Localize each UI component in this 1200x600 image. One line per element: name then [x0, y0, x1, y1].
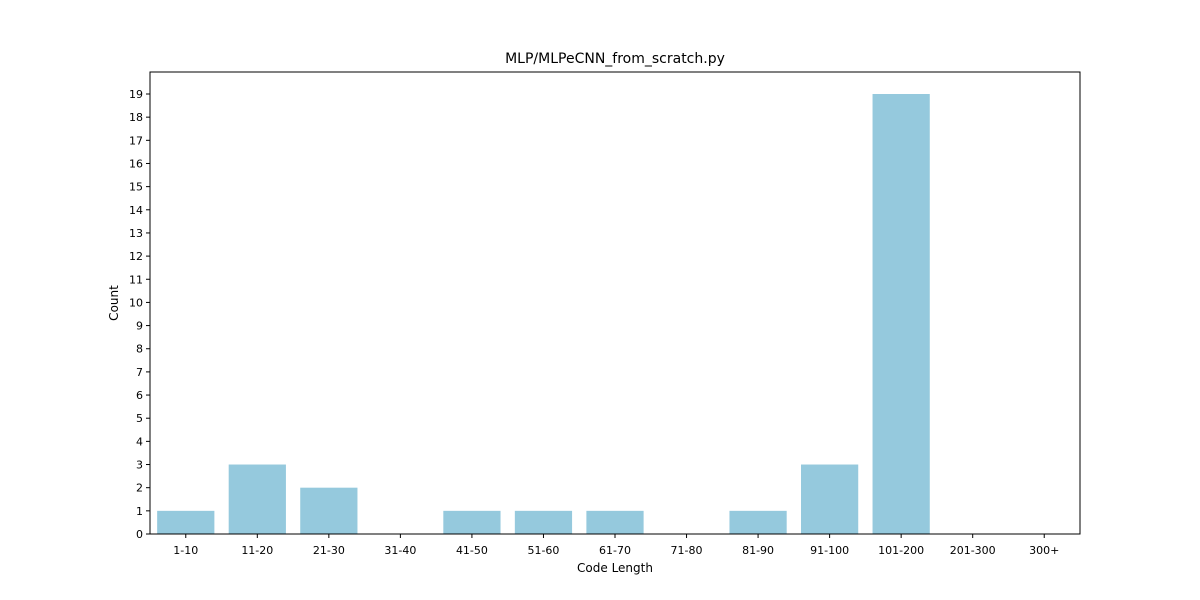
x-tick-label: 1-10 [173, 544, 198, 557]
y-tick-label: 9 [136, 320, 143, 333]
bar-101-200 [872, 94, 930, 534]
y-tick-label: 0 [136, 528, 143, 541]
bars-group [157, 94, 930, 534]
y-tick-label: 11 [129, 273, 143, 286]
y-tick-label: 2 [136, 482, 143, 495]
y-tick-label: 6 [136, 389, 143, 402]
bar-21-30 [300, 487, 358, 534]
x-tick-label: 201-300 [950, 544, 996, 557]
chart-title: MLP/MLPeCNN_from_scratch.py [505, 51, 725, 67]
bar-61-70 [586, 510, 644, 534]
x-tick-label: 31-40 [384, 544, 416, 557]
y-axis-title: Count [107, 285, 121, 321]
y-tick-label: 16 [129, 157, 143, 170]
y-tick-label: 18 [129, 111, 143, 124]
x-tick-label: 51-60 [527, 544, 559, 557]
y-tick-label: 10 [129, 296, 143, 309]
x-tick-label: 21-30 [313, 544, 345, 557]
x-axis: 1-10 11-20 21-30 31-40 41-50 51-60 61-70 71-80 8… [173, 534, 1059, 557]
x-axis-title: Code Length [577, 561, 653, 575]
x-tick-label: 61-70 [599, 544, 631, 557]
y-tick-label: 17 [129, 134, 143, 147]
y-tick-label: 8 [136, 343, 143, 356]
y-tick-label: 13 [129, 227, 143, 240]
bar-11-20 [228, 464, 286, 534]
plot-frame [149, 71, 1081, 535]
x-tick-label: 11-20 [241, 544, 273, 557]
y-tick-label: 5 [136, 412, 143, 425]
x-tick-label: 300+ [1029, 544, 1059, 557]
bar-51-60 [514, 510, 573, 534]
y-tick-label: 3 [136, 459, 143, 472]
x-tick-label: 91-100 [810, 544, 849, 557]
y-tick-label: 12 [129, 250, 143, 263]
x-tick-label: 81-90 [742, 544, 774, 557]
y-tick-label: 14 [129, 204, 143, 217]
y-tick-label: 19 [129, 88, 143, 101]
bar-91-100 [801, 464, 859, 534]
y-tick-label: 4 [136, 435, 143, 448]
y-tick-label: 1 [136, 505, 143, 518]
y-tick-label: 7 [136, 366, 143, 379]
bar-81-90 [729, 510, 787, 534]
bar-41-50 [443, 510, 501, 534]
x-tick-label: 41-50 [456, 544, 488, 557]
x-tick-label: 71-80 [671, 544, 703, 557]
y-tick-label: 15 [129, 181, 143, 194]
x-tick-label: 101-200 [878, 544, 924, 557]
bar-1-10 [157, 510, 215, 534]
